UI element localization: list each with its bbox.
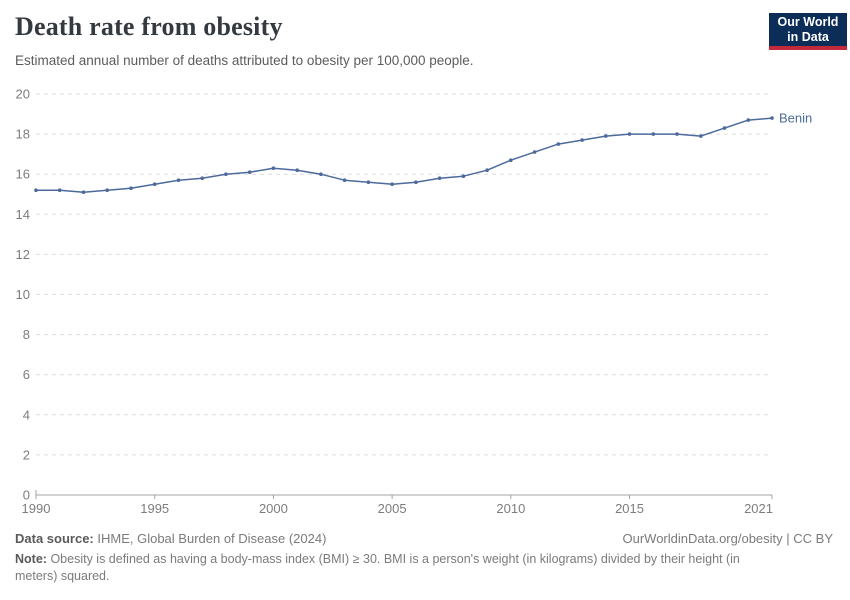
- data-point[interactable]: [176, 178, 181, 182]
- data-point[interactable]: [556, 142, 561, 146]
- y-axis-tick-label: 18: [16, 127, 30, 142]
- series-line[interactable]: [35, 117, 773, 193]
- data-point[interactable]: [675, 132, 679, 136]
- data-point[interactable]: [342, 178, 347, 182]
- series-end-label[interactable]: Benin: [779, 111, 812, 126]
- data-point[interactable]: [770, 116, 774, 120]
- page-title: Death rate from obesity: [15, 12, 283, 41]
- y-axis-tick-label: 16: [16, 167, 30, 182]
- y-axis-tick-label: 14: [16, 207, 30, 222]
- data-point[interactable]: [81, 190, 86, 194]
- y-axis-tick-label: 0: [23, 488, 30, 503]
- data-point[interactable]: [722, 126, 727, 130]
- x-axis-tick-label: 1995: [140, 501, 169, 516]
- data-point[interactable]: [271, 166, 276, 170]
- data-point[interactable]: [200, 176, 204, 180]
- data-point[interactable]: [247, 170, 252, 174]
- note-text: Obesity is defined as having a body-mass…: [15, 552, 740, 583]
- y-axis-tick-label: 8: [23, 327, 30, 342]
- data-point[interactable]: [509, 158, 513, 162]
- data-point[interactable]: [57, 188, 62, 192]
- x-axis-tick-label: 2015: [615, 501, 644, 516]
- chart-subtitle: Estimated annual number of deaths attrib…: [15, 53, 474, 68]
- x-axis-tick-label: 2010: [496, 501, 525, 516]
- x-axis-tick-label: 1990: [22, 501, 51, 516]
- data-source-label: Data source:: [15, 531, 94, 546]
- x-axis-tick-label: 2005: [378, 501, 407, 516]
- x-axis-tick-label: 2021: [744, 501, 773, 516]
- data-point[interactable]: [152, 182, 157, 186]
- line-chart[interactable]: 0 2 4 6 8 10 12 14 16 18 20 1990 1995 2000 2005 2010 201…: [0, 0, 850, 522]
- data-point[interactable]: [319, 172, 323, 176]
- x-axis-tick-label: 2000: [259, 501, 288, 516]
- y-axis-tick-label: 4: [23, 407, 30, 422]
- data-point[interactable]: [746, 118, 751, 122]
- chart-area[interactable]: 0 2 4 6 8 10 12 14 16 18 20 1990 1995 2000 2005 2010 201…: [0, 0, 850, 522]
- y-axis-tick-label: 6: [23, 367, 30, 382]
- data-point[interactable]: [437, 176, 442, 180]
- footer-source-row: Data source: IHME, Global Burden of Dise…: [15, 531, 833, 546]
- owid-logo[interactable]: Our World in Data: [769, 13, 847, 50]
- footer-note: Note: Obesity is defined as having a bod…: [15, 551, 783, 584]
- data-point[interactable]: [366, 180, 371, 184]
- data-source-value: IHME, Global Burden of Disease (2024): [97, 531, 327, 546]
- data-source: Data source: IHME, Global Burden of Dise…: [15, 531, 326, 546]
- y-axis-tick-label: 20: [16, 87, 30, 102]
- data-point[interactable]: [105, 188, 109, 192]
- data-point[interactable]: [532, 150, 537, 154]
- y-axis-tick-label: 2: [23, 447, 30, 462]
- data-point[interactable]: [699, 134, 703, 138]
- attribution-link[interactable]: OurWorldinData.org/obesity | CC BY: [622, 531, 834, 546]
- owid-logo-line2: in Data: [787, 30, 829, 44]
- data-point[interactable]: [414, 180, 418, 184]
- data-point[interactable]: [627, 132, 632, 136]
- data-point[interactable]: [34, 188, 38, 192]
- data-point[interactable]: [485, 168, 489, 172]
- note-label: Note:: [15, 552, 47, 566]
- y-axis-tick-label: 12: [16, 247, 30, 262]
- data-point[interactable]: [461, 174, 466, 178]
- data-point[interactable]: [129, 186, 133, 190]
- data-point[interactable]: [604, 134, 608, 138]
- owid-logo-line1: Our World: [777, 15, 839, 29]
- data-point[interactable]: [295, 168, 300, 172]
- y-axis-tick-label: 10: [16, 287, 30, 302]
- data-point[interactable]: [390, 182, 394, 186]
- data-point[interactable]: [651, 132, 656, 136]
- data-point[interactable]: [224, 172, 228, 176]
- data-point[interactable]: [580, 138, 584, 142]
